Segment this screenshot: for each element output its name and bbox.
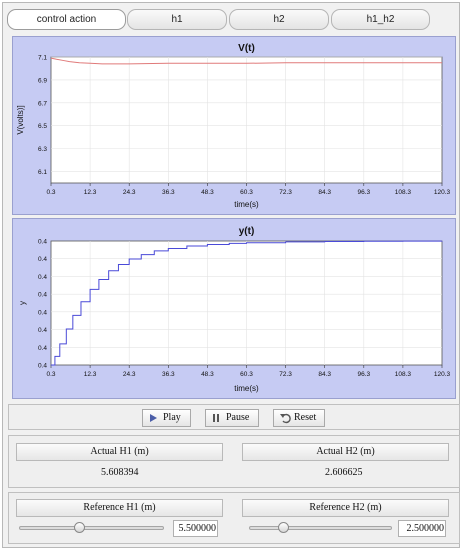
reset-button-label: Reset (294, 412, 317, 423)
play-button-label: Play (163, 412, 181, 423)
y-tick-label: 0.4 (38, 274, 47, 281)
tab-h2[interactable]: h2 (229, 9, 329, 30)
y-tick-label: 0.4 (38, 239, 47, 246)
x-tick-label: 84.3 (318, 189, 331, 196)
x-tick-label: 60.3 (240, 371, 253, 378)
y-axis-label: V(volts)] (16, 105, 25, 134)
x-tick-label: 72.3 (279, 189, 292, 196)
y-tick-label: 0.4 (38, 256, 47, 263)
tab-control-action[interactable]: control action (7, 9, 126, 30)
actual-h1-label: Actual H1 (m) (16, 443, 223, 461)
x-tick-label: 108.3 (395, 189, 412, 196)
reference-h1-label: Reference H1 (m) (16, 499, 223, 517)
x-tick-label: 120.3 (434, 371, 451, 378)
output-chart: y(t) time(s) y 0.3 12.3 24.3 36.3 48.3 60.3 72.3 8… (18, 226, 451, 393)
series-line (50, 57, 442, 65)
actual-h2-label: Actual H2 (m) (242, 443, 449, 461)
reference-levels-panel: Reference H1 (m) 5.500000 Reference H2 (… (8, 492, 460, 544)
y-tick-label: 6.5 (38, 123, 47, 130)
voltage-chart: V(t) time(s) V(volts)] 0.3 12.3 24.3 36.3 48.3 6… (16, 43, 451, 209)
x-tick-label: 36.3 (162, 189, 175, 196)
reference-h2-slider-thumb[interactable] (277, 522, 289, 533)
playback-controls: Play Pause Reset (8, 404, 460, 430)
y-tick-label: 0.4 (38, 363, 47, 370)
x-tick-label: 36.3 (162, 371, 175, 378)
play-icon (150, 414, 157, 422)
reference-h1-slider[interactable] (19, 526, 164, 530)
x-tick-label: 72.3 (279, 371, 292, 378)
actual-levels-panel: Actual H1 (m) 5.608394 Actual H2 (m) 2.6… (8, 435, 460, 488)
reference-h2-label: Reference H2 (m) (242, 499, 449, 517)
x-tick-label: 108.3 (395, 371, 412, 378)
reference-h2-slider[interactable] (249, 526, 392, 530)
y-tick-label: 0.4 (38, 292, 47, 299)
x-tick-label: 0.3 (46, 189, 55, 196)
y-tick-label: 7.1 (38, 55, 47, 62)
reset-icon (280, 413, 291, 424)
chart-title: y(t) (239, 226, 255, 237)
actual-h2-value: 2.606625 (325, 467, 363, 478)
y-tick-label: 6.1 (38, 169, 47, 176)
x-axis-label: time(s) (234, 384, 259, 393)
reference-h2-input[interactable]: 2.500000 (398, 520, 446, 537)
x-tick-label: 24.3 (123, 371, 136, 378)
voltage-chart-panel: V(t) time(s) V(volts)] 0.3 12.3 24.3 36.3 48.3 6… (12, 36, 456, 215)
x-tick-label: 12.3 (84, 371, 97, 378)
x-tick-label: 48.3 (201, 371, 214, 378)
y-tick-label: 0.4 (38, 309, 47, 316)
reference-h1-slider-thumb[interactable] (74, 522, 86, 533)
series-line (51, 240, 443, 366)
y-axis-label: y (18, 301, 27, 305)
reference-h1-input[interactable]: 5.500000 (173, 520, 218, 537)
y-tick-label: 0.4 (38, 327, 47, 334)
x-tick-label: 96.3 (357, 189, 370, 196)
tab-h1[interactable]: h1 (127, 9, 227, 30)
tab-h1-h2[interactable]: h1_h2 (331, 9, 430, 30)
y-tick-label: 6.3 (38, 146, 47, 153)
x-tick-label: 48.3 (201, 189, 214, 196)
y-tick-label: 6.9 (38, 77, 47, 84)
actual-h1-value: 5.608394 (101, 467, 139, 478)
reset-button[interactable]: Reset (273, 409, 325, 427)
x-tick-label: 12.3 (84, 189, 97, 196)
x-tick-label: 120.3 (434, 189, 451, 196)
play-button[interactable]: Play (142, 409, 191, 427)
pause-button[interactable]: Pause (205, 409, 259, 427)
x-tick-label: 0.3 (46, 371, 55, 378)
y-tick-label: 0.4 (38, 345, 47, 352)
y-tick-label: 6.7 (38, 100, 47, 107)
pause-icon (213, 414, 219, 422)
x-tick-label: 84.3 (318, 371, 331, 378)
chart-title: V(t) (238, 43, 255, 54)
x-tick-label: 60.3 (240, 189, 253, 196)
x-axis-label: time(s) (234, 200, 259, 209)
x-tick-label: 24.3 (123, 189, 136, 196)
tab-bar: control action h1 h2 h1_h2 (7, 9, 457, 31)
pause-button-label: Pause (226, 412, 250, 423)
output-chart-panel: y(t) time(s) y 0.3 12.3 24.3 36.3 48.3 60.3 72.3 8… (12, 218, 456, 399)
x-tick-label: 96.3 (357, 371, 370, 378)
